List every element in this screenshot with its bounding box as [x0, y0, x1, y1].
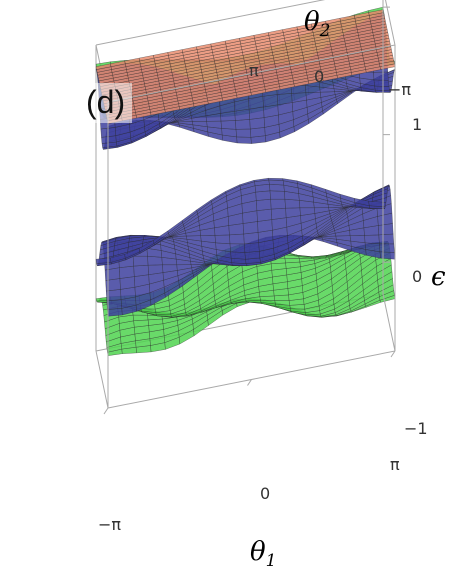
y-tick-neg-pi: −π	[388, 80, 411, 99]
surface-1-patch	[235, 128, 252, 138]
surface-4-patch	[311, 256, 327, 259]
z-tick-neg1: −1	[404, 419, 428, 438]
box-edge-front-bottom-right	[382, 293, 396, 352]
box-edge-back-top-right	[95, 0, 326, 46]
x-tick-pi: π	[390, 455, 400, 474]
surface-1-patch	[220, 120, 237, 130]
surface-3-patch	[107, 308, 123, 317]
surface-3-patch	[271, 208, 287, 220]
x-axis-title-theta: θ	[250, 537, 266, 567]
surface-1-patch	[373, 79, 390, 87]
surface-3-patch	[230, 251, 246, 260]
surface-3-patch	[119, 276, 136, 290]
y-axis-title: θ2	[304, 7, 330, 41]
x-axis-title: θ1	[250, 537, 276, 571]
surface-3-patch	[229, 233, 245, 245]
surface-1-patch	[262, 94, 278, 108]
surface-3-patch	[368, 201, 384, 207]
surface-1-patch	[235, 119, 251, 130]
surface-3-patch	[256, 208, 272, 222]
z-axis-title: ϵ	[431, 262, 446, 292]
surface-3-patch	[364, 234, 380, 244]
box-front-edges	[103, 0, 396, 415]
surface-3-patch	[379, 243, 395, 253]
x-tick-mark-0	[103, 407, 109, 415]
panel-label: (d)	[86, 84, 125, 120]
surface-3-patch	[270, 199, 286, 210]
surface-3-patch	[119, 265, 135, 279]
surface-3-patch	[244, 251, 261, 260]
surface-3-patch	[379, 251, 396, 260]
x-tick-0: 0	[260, 484, 270, 503]
surface-3-patch	[132, 256, 149, 267]
box-edge-back-bottom-left	[95, 350, 109, 409]
surface-4-patch	[284, 258, 301, 264]
surface-3-patch	[269, 184, 285, 192]
x-axis-title-sub: 1	[266, 551, 277, 571]
surface-4-patch	[132, 314, 149, 321]
surface-1-patch	[373, 71, 389, 81]
z-tick-1: 1	[412, 115, 422, 134]
surface-3-patch	[378, 233, 394, 245]
x-tick-mark-1	[247, 379, 252, 386]
panel-label-bg	[82, 83, 132, 123]
surface-3-patch	[256, 199, 272, 211]
surface-3-patch	[284, 199, 301, 209]
surface-3-patch	[257, 219, 273, 233]
surface-3-patch	[106, 299, 122, 310]
surface-3-patch	[243, 232, 259, 245]
surface-3-patch	[255, 190, 271, 201]
surface-3-patch	[133, 265, 149, 277]
surface-group	[95, 6, 396, 356]
surface-3-patch	[214, 234, 231, 244]
surface-3-patch	[242, 221, 259, 235]
surface-3-patch	[229, 243, 246, 253]
x-tick-mark-2	[390, 350, 396, 358]
surface-0	[95, 9, 396, 124]
y-axis-title-theta: θ	[304, 7, 320, 37]
surface-3	[95, 178, 396, 317]
y-axis-title-sub: 2	[319, 21, 331, 41]
surface-1-patch	[249, 117, 265, 130]
y-tick-pi: π	[249, 61, 259, 80]
surface-3-patch	[269, 190, 286, 200]
x-tick-neg-pi: −π	[98, 515, 121, 534]
box-edge-front-top	[107, 44, 396, 103]
surface-1-patch	[236, 136, 252, 144]
surface-3-patch	[147, 256, 163, 266]
y-tick-0: 0	[314, 67, 324, 86]
z-tick-0: 0	[412, 267, 422, 286]
box-edge-front-top-right	[385, 0, 396, 46]
surface-3-patch	[244, 242, 260, 253]
